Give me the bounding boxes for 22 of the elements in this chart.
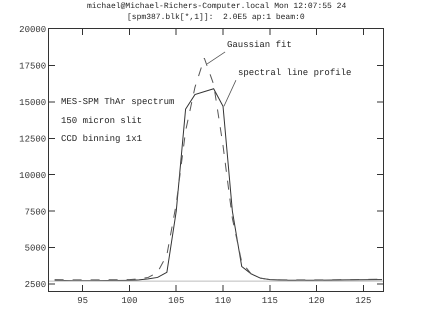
x-tick-label: 95 bbox=[77, 296, 88, 306]
annotation: spectral line profile bbox=[238, 68, 352, 78]
y-tick-label: 10000 bbox=[19, 170, 46, 181]
y-tick-label: 2500 bbox=[24, 280, 46, 290]
y-tick-label: 5000 bbox=[24, 244, 46, 254]
y-tick-label: 7500 bbox=[24, 207, 46, 218]
annotation: 150 micron slit bbox=[61, 116, 142, 126]
text: [spm387.blk[*,1]]: 2.0E5 ap:1 beam:0 bbox=[127, 13, 305, 22]
y-tick-label: 17500 bbox=[19, 62, 46, 72]
x-tick-label: 120 bbox=[308, 296, 325, 306]
x-tick-label: 115 bbox=[262, 296, 278, 306]
x-tick-label: 100 bbox=[121, 296, 138, 306]
y-tick-label: 20000 bbox=[19, 25, 46, 36]
x-tick-label: 105 bbox=[168, 296, 184, 306]
y-tick-label: 15000 bbox=[19, 98, 46, 108]
x-tick-label: 110 bbox=[214, 296, 232, 306]
y-tick-label: 12500 bbox=[19, 134, 46, 144]
text: michael@Michael-Richers-Computer.local Mon 12:07:55 24 bbox=[87, 2, 346, 11]
annotation: Gaussian fit bbox=[227, 40, 292, 50]
x-tick-label: 125 bbox=[355, 296, 372, 306]
annotation: CCD binning 1x1 bbox=[61, 134, 142, 144]
annotation: MES-SPM ThAr spectrum bbox=[61, 97, 174, 107]
